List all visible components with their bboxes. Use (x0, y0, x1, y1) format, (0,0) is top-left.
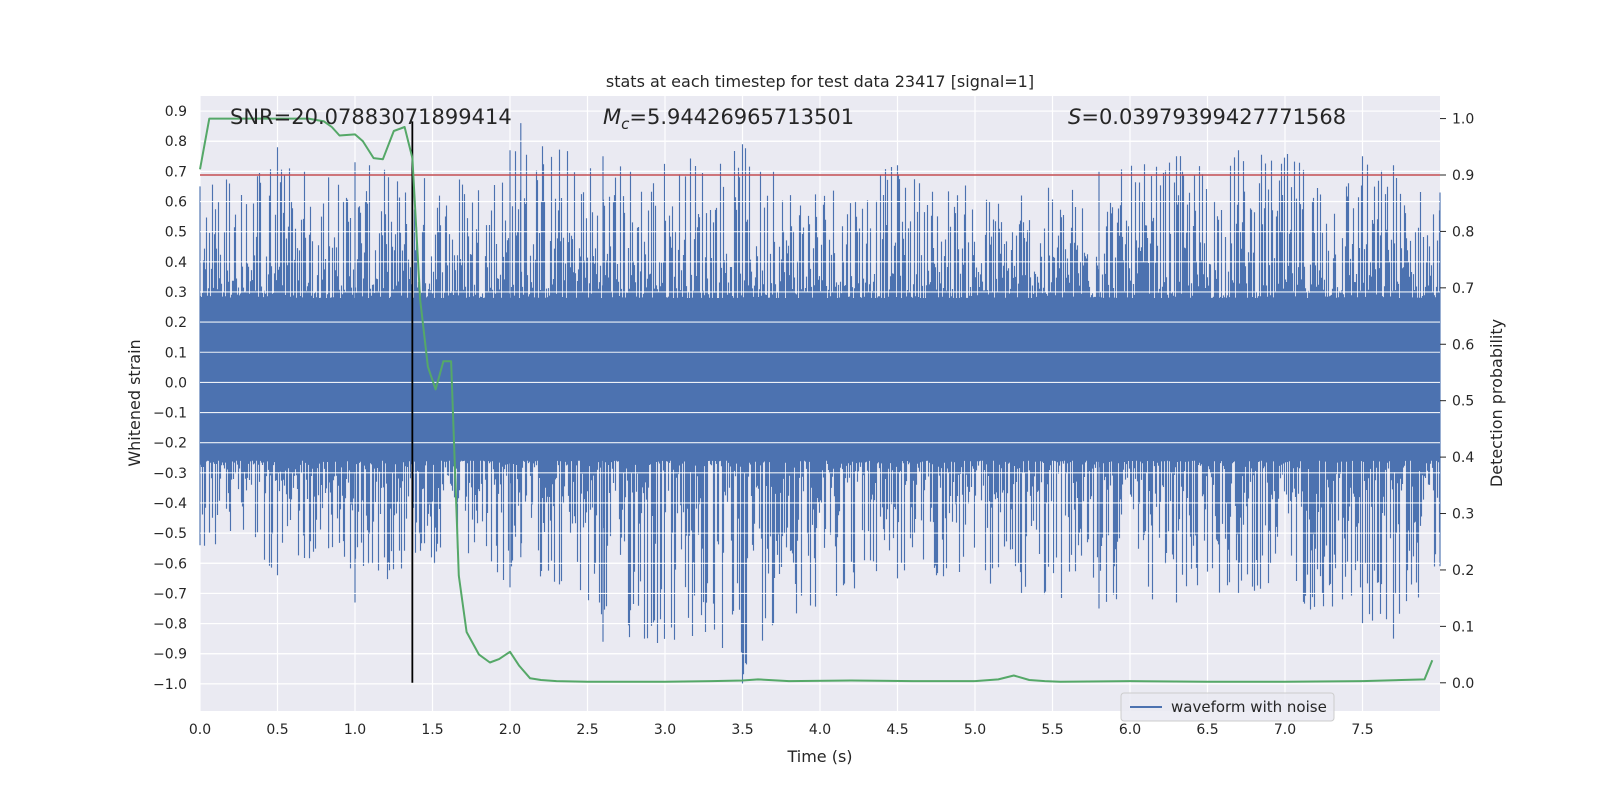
x-tick-label: 7.5 (1351, 722, 1373, 738)
y-tick-label: 0.5 (165, 225, 187, 241)
y2-tick-label: 1.0 (1452, 112, 1474, 128)
y-axis-label: Whitened strain (125, 339, 144, 466)
y-tick-label: −1.0 (153, 677, 187, 693)
x-tick-label: 0.0 (189, 722, 211, 738)
y-tick-label: −0.1 (153, 406, 187, 422)
y2-tick-label: 0.5 (1452, 394, 1474, 410)
y2-tick-label: 0.1 (1452, 619, 1474, 635)
y-tick-label: −0.6 (153, 556, 187, 572)
x-tick-label: 4.0 (809, 722, 831, 738)
y-tick-label: −0.7 (153, 586, 187, 602)
y2-tick-label: 0.2 (1452, 563, 1474, 579)
y2-tick-label: 0.0 (1452, 676, 1474, 692)
axis-ticks: 0.0 0.5 1.0 1.5 2.0 2.5 3.0 3.5 4.0 4.5 5.0 5.5 6.0 6… (153, 104, 1474, 738)
y2-tick-label: 0.6 (1452, 337, 1474, 353)
y-tick-label: −0.4 (153, 496, 187, 512)
y2-axis-label: Detection probability (1487, 319, 1506, 487)
y-tick-label: −0.5 (153, 526, 187, 542)
x-tick-label: 4.5 (886, 722, 908, 738)
detection-probability-line (199, 117, 1434, 683)
x-tick-label: 2.0 (499, 722, 521, 738)
chart-title: stats at each timestep for test data 234… (606, 72, 1034, 91)
y-tick-label: 0.4 (165, 255, 187, 271)
probability-series (199, 117, 1434, 683)
x-tick-label: 5.5 (1041, 722, 1063, 738)
legend-box (1120, 692, 1335, 722)
x-tick-label: 7.0 (1274, 722, 1296, 738)
s-annotation: S=0.03979399427771568 (1068, 105, 1346, 129)
chirp-mass-symbol: M (603, 105, 621, 129)
strain-series (199, 110, 1441, 685)
overlay-lines (200, 121, 1440, 683)
y-tick-label: 0.2 (165, 315, 187, 331)
chirp-mass-subscript: c (621, 115, 630, 133)
x-tick-label: 2.5 (576, 722, 598, 738)
y-tick-label: −0.3 (153, 466, 187, 482)
s-value: =0.03979399427771568 (1081, 105, 1346, 129)
x-tick-label: 5.0 (964, 722, 986, 738)
y-tick-label: 0.0 (165, 375, 187, 391)
y2-tick-label: 0.8 (1452, 224, 1474, 240)
y-tick-label: −0.8 (153, 617, 187, 633)
x-tick-label: 1.5 (421, 722, 443, 738)
chirp-mass-value: =5.94426965713501 (629, 105, 854, 129)
y-tick-label: 0.7 (165, 164, 187, 180)
legend: waveform with noise (1120, 692, 1335, 722)
x-tick-label: 1.0 (344, 722, 366, 738)
legend-label-waveform: waveform with noise (1171, 698, 1327, 716)
x-tick-label: 6.0 (1119, 722, 1141, 738)
y-tick-label: 0.1 (165, 345, 187, 361)
y-tick-label: 0.3 (165, 285, 187, 301)
y-tick-label: 0.9 (165, 104, 187, 120)
y2-tick-label: 0.3 (1452, 507, 1474, 523)
y-tick-label: 0.6 (165, 195, 187, 211)
y2-tick-label: 0.4 (1452, 450, 1474, 466)
y-tick-label: 0.8 (165, 134, 187, 150)
snr-annotation: SNR=20.07883071899414 (230, 105, 512, 129)
x-tick-label: 0.5 (266, 722, 288, 738)
waveform-trace (199, 123, 1441, 684)
y-tick-label: −0.2 (153, 436, 187, 452)
chirp-mass-annotation: Mc=5.94426965713501 (603, 105, 854, 133)
y-tick-label: −0.9 (153, 647, 187, 663)
x-tick-label: 3.0 (654, 722, 676, 738)
y2-tick-label: 0.7 (1452, 281, 1474, 297)
x-tick-label: 6.5 (1196, 722, 1218, 738)
y2-tick-label: 0.9 (1452, 168, 1474, 184)
s-symbol: S (1068, 105, 1081, 129)
x-tick-label: 3.5 (731, 722, 753, 738)
x-axis-label: Time (s) (786, 747, 852, 766)
